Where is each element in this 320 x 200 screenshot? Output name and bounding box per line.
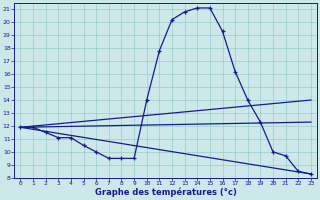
X-axis label: Graphe des températures (°c): Graphe des températures (°c) [95, 188, 236, 197]
